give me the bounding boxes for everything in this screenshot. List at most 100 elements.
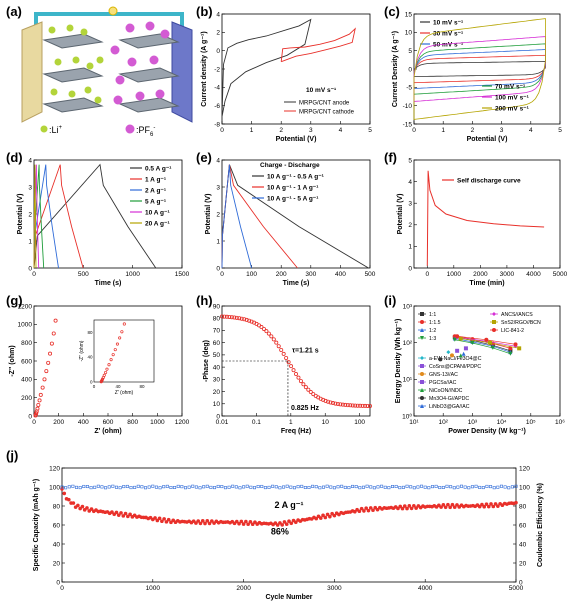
x-tick-label: 1 — [250, 127, 254, 134]
phase-point — [367, 404, 372, 409]
y-tick-label: 90 — [213, 303, 221, 310]
phase-point — [301, 382, 306, 387]
capacity-point — [439, 505, 443, 509]
y-axis-label: Energy Density (Wh kg⁻¹) — [395, 319, 402, 404]
eis-point — [42, 377, 47, 382]
inset-point — [122, 322, 126, 326]
x-axis-label: Potential (V) — [467, 136, 508, 143]
capacity-point — [166, 517, 171, 522]
panel-label-b: (b) — [196, 4, 213, 19]
phase-point — [340, 402, 345, 407]
plot-frame — [221, 13, 371, 125]
inset-point — [109, 358, 113, 362]
efficiency-point — [474, 484, 478, 488]
x-tick-label: 10² — [438, 419, 448, 426]
y-tick-label: 400 — [21, 377, 32, 384]
ragone-point — [420, 388, 424, 392]
annotation-retention: 86% — [271, 527, 289, 537]
phase-point — [269, 334, 274, 339]
eis-point — [38, 392, 43, 397]
efficiency-point — [162, 485, 166, 489]
legend-entry: SnS2/RGO//BCN — [501, 320, 541, 326]
eis-point — [40, 385, 45, 390]
y-tick-label: 60 — [53, 522, 61, 529]
x-tick-label: 5 — [368, 127, 372, 134]
phase-point — [326, 399, 331, 404]
x-tick-label: 1 — [289, 419, 293, 426]
efficiency-point — [434, 484, 438, 488]
inset-point — [107, 363, 111, 367]
efficiency-point — [296, 485, 300, 489]
capacity-point — [116, 513, 121, 517]
inset-point — [102, 373, 106, 377]
phase-point — [289, 364, 294, 369]
capacity-point — [239, 519, 244, 524]
ragone-point — [461, 351, 466, 356]
graphene-sheet — [118, 33, 180, 49]
efficiency-point — [463, 485, 467, 489]
capacity-point — [210, 519, 214, 523]
pf6-ion — [135, 91, 145, 101]
y2-tick-label: 60 — [519, 522, 527, 529]
inset-point — [120, 330, 124, 334]
phase-point — [247, 318, 252, 323]
y-tick-label: 10¹ — [403, 377, 413, 384]
capacity-point — [357, 509, 362, 514]
x-tick-label: 4 — [529, 127, 533, 134]
legend-entry: 100 mV s⁻¹ — [495, 95, 529, 102]
ragone-line-2 — [454, 338, 511, 353]
panel-label-a: (a) — [6, 4, 22, 19]
inset-y-tick: 40 — [87, 355, 93, 360]
x-tick-label: 2 — [471, 127, 475, 134]
ragone-point — [420, 356, 424, 360]
y-tick-label: 3 — [216, 184, 220, 191]
legend-entry: ANCS//ANCS — [501, 312, 533, 318]
panel-label-j: (j) — [6, 448, 18, 463]
efficiency-point — [194, 485, 198, 489]
efficiency-point — [282, 485, 286, 489]
y-tick-label: 0 — [28, 265, 32, 272]
inset-x-tick: 0 — [93, 384, 96, 389]
capacity-point — [314, 516, 319, 521]
x-axis-label: Z' (ohm) — [94, 428, 121, 435]
x-tick-label: 4 — [339, 127, 343, 134]
capacity-point — [371, 508, 375, 513]
ragone-point — [420, 396, 424, 400]
chart-f: 0 1000 2000 3000 4000 5000 0 1 2 3 4 5 Time (min) Pot… — [397, 157, 568, 287]
pf-label-sup: - — [153, 125, 155, 131]
circuit-wire-top — [34, 12, 184, 16]
ragone-point — [492, 328, 496, 332]
efficiency-point — [347, 486, 351, 490]
inset-point — [104, 370, 108, 375]
x-tick-label: 3 — [500, 127, 504, 134]
y2-tick-label: 80 — [519, 503, 527, 510]
capacity-point — [398, 504, 403, 509]
legend-entry: PGCSs//AC — [429, 380, 457, 386]
capacity-point — [284, 522, 289, 526]
efficiency-point — [340, 484, 344, 488]
x-tick-label: 0 — [220, 127, 224, 134]
x-tick-label: 0 — [32, 419, 36, 426]
phase-point — [237, 316, 242, 321]
phase-point — [229, 315, 234, 320]
pf6-ion — [155, 89, 165, 99]
y-axis-label: -Phase (deg) — [203, 340, 210, 382]
ragone-point — [449, 353, 454, 358]
legend-entry: 10 mV s⁻¹ — [433, 20, 463, 27]
inset-x-label: Z' (ohm) — [115, 390, 134, 396]
efficiency-point — [238, 486, 242, 490]
chart-c: 0 1 2 3 4 5 -15 -10 -5 0 5 10 15 Potential (V) Current… — [392, 11, 562, 143]
x-tick-label: 0 — [425, 271, 429, 278]
pf6-ion — [145, 21, 155, 31]
x-tick-label: 1000 — [447, 271, 462, 278]
phase-point — [306, 387, 311, 392]
panel-label-e: (e) — [196, 150, 212, 165]
eis-point — [49, 341, 54, 346]
capacity-point — [275, 523, 280, 527]
efficiency-point — [438, 486, 442, 490]
li-ion — [84, 86, 92, 94]
ragone-point — [446, 350, 451, 355]
phase-point — [293, 372, 298, 377]
capacity-point — [234, 519, 239, 524]
pf6-ion — [113, 95, 123, 105]
